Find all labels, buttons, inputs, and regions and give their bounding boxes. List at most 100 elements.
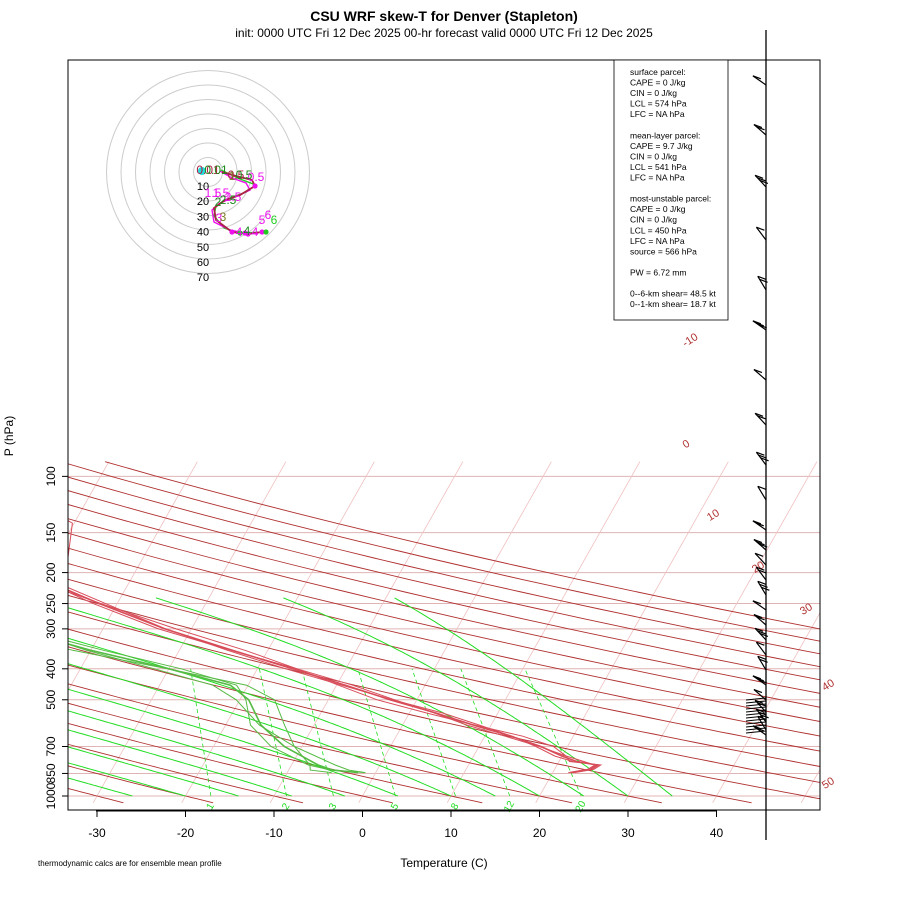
moist-adiabat-lines — [68, 597, 673, 797]
dry-adiabat-line — [68, 787, 124, 804]
mixing-ratio-label: 12 — [502, 799, 517, 815]
wind-barb-low-level — [745, 718, 767, 722]
isotherm-line — [0, 462, 20, 803]
wind-barb-flag — [752, 600, 762, 605]
dry-adiabat-line — [68, 628, 820, 800]
isobar-lines — [68, 475, 820, 797]
wind-barb-low-level — [745, 715, 767, 719]
wind-barb-flag — [752, 320, 762, 325]
sounding-profiles — [68, 520, 603, 774]
wind-barb — [752, 320, 767, 331]
hodograph-rings — [106, 70, 310, 274]
wind-barb-flag — [759, 543, 768, 548]
wind-barb — [753, 613, 767, 626]
wind-barb-shaft — [757, 485, 767, 501]
isotherm-line — [68, 461, 110, 535]
hodograph-ring-label: 40 — [197, 227, 209, 239]
dry-adiabat-line — [68, 547, 820, 722]
chart-title: CSU WRF skew-T for Denver (Stapleton) — [310, 8, 578, 24]
wind-barb-shaft — [752, 725, 767, 736]
wind-barb-flag — [755, 677, 764, 682]
wind-barb-low-level — [745, 706, 767, 710]
hodograph-ring — [178, 142, 238, 202]
wind-barb-shaft — [754, 552, 767, 566]
y-tick-label: 700 — [44, 736, 58, 756]
dewpoint-trace — [68, 643, 359, 774]
wind-barb-flag — [756, 226, 765, 231]
moist-adiabat-line — [68, 762, 186, 797]
hodograph-point-label: 0.5 — [248, 170, 265, 184]
mixing-ratio-line — [301, 668, 334, 797]
wind-barb-shaft — [752, 520, 767, 531]
wind-barb — [752, 675, 767, 686]
wind-barb-shaft — [753, 369, 767, 381]
dewpoint-trace — [68, 640, 366, 774]
x-tick-label: -10 — [265, 826, 283, 840]
hodograph-marker — [252, 183, 258, 189]
hodograph-ring-label: 10 — [197, 181, 209, 193]
hodograph-marker — [237, 230, 243, 236]
y-tick-label: 150 — [44, 522, 58, 542]
wind-barb-low-level — [745, 709, 767, 713]
wind-barb — [757, 580, 770, 596]
wind-barb-shaft — [754, 412, 767, 426]
hodograph-ring — [149, 113, 267, 231]
x-tick-label: -20 — [177, 826, 195, 840]
wind-barb-flag — [754, 552, 764, 557]
hodograph-point-label: 6 — [265, 208, 272, 222]
wind-barb — [752, 600, 767, 611]
hodograph-point-label: 5 — [259, 213, 266, 227]
wind-barb-flag — [756, 451, 765, 456]
wind-barb — [753, 123, 767, 136]
dry-adiabat-label: 30 — [798, 601, 815, 618]
dry-adiabat-lines — [68, 461, 820, 804]
wind-barb-low-level — [745, 730, 767, 734]
dry-adiabat-line — [68, 765, 214, 804]
info-box-line: LCL = 574 hPa — [630, 99, 687, 109]
dry-adiabat-line — [68, 702, 483, 804]
wind-barb — [754, 412, 767, 426]
wind-barb-flag — [754, 412, 764, 417]
info-box-frame — [613, 59, 729, 321]
dry-adiabat-line — [68, 504, 820, 681]
mixing-ratio-label: 8 — [449, 801, 462, 812]
info-box-line: surface parcel: — [630, 67, 686, 77]
dewpoint-traces — [68, 640, 366, 774]
hodograph-point-label: 1 — [229, 169, 236, 183]
wind-barb-flag — [756, 616, 765, 621]
moist-adiabat-line — [68, 777, 133, 797]
wind-barb — [753, 368, 767, 381]
wind-barb — [752, 520, 767, 531]
wind-barb-flag — [756, 641, 765, 646]
dry-adiabat-line — [68, 476, 820, 655]
wind-barb-flag — [761, 586, 770, 591]
hodograph-marker — [229, 229, 235, 235]
wind-barb-flag — [759, 179, 769, 185]
y-tick-label: 500 — [44, 689, 58, 709]
wind-barb-flag — [757, 275, 766, 280]
wind-barb-low-level — [745, 712, 767, 716]
mixing-ratio-label: 2 — [280, 801, 293, 812]
wind-barb-low-level — [745, 724, 767, 728]
moist-adiabat-line — [68, 607, 540, 797]
moist-adiabat-line — [283, 597, 629, 797]
wind-barb-flag — [752, 675, 762, 680]
x-axis: -30 -20 -10 0 10 20 30 40 — [88, 810, 723, 840]
dry-adiabat-line — [104, 461, 820, 630]
wind-barb-low-level — [745, 727, 767, 731]
hodograph-point-label: 0.01 — [204, 163, 228, 177]
wind-barb — [754, 627, 769, 641]
dry-adiabat-line — [68, 722, 393, 804]
wind-barb-flag — [759, 658, 768, 663]
isotherm-line — [269, 461, 464, 803]
wind-barb-flag — [756, 566, 765, 571]
chart-subtitle: init: 0000 UTC Fri 12 Dec 2025 00-hr for… — [235, 26, 653, 40]
mixing-ratio-line — [411, 668, 456, 797]
isotherm-line — [890, 462, 900, 803]
dewpoint-trace — [68, 643, 366, 774]
x-axis-label: Temperature (C) — [400, 856, 487, 870]
hodograph-ring-label: 20 — [197, 196, 209, 208]
